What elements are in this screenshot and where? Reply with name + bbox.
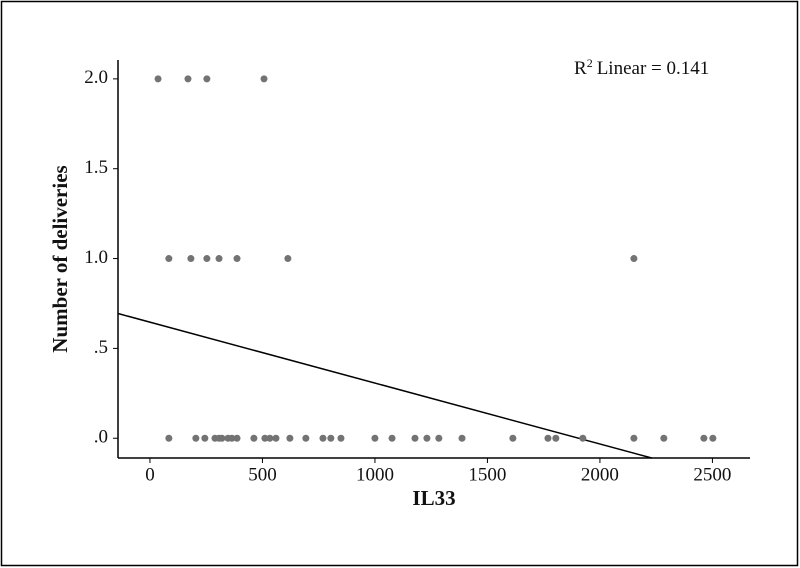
- y-tick-label: 1.5: [84, 157, 108, 178]
- point: [260, 75, 268, 83]
- point: [423, 434, 431, 442]
- y-axis-title: Number of deliveries: [48, 165, 72, 352]
- point: [552, 434, 560, 442]
- point: [250, 434, 258, 442]
- point: [411, 434, 419, 442]
- annotation: R2 Linear = 0.141: [574, 56, 709, 80]
- point: [201, 434, 209, 442]
- point: [286, 434, 294, 442]
- annotation-text: Linear = 0.141: [597, 58, 710, 79]
- point: [509, 434, 517, 442]
- point: [233, 434, 241, 442]
- fit-line: [117, 312, 652, 459]
- point: [203, 255, 211, 263]
- point: [266, 434, 274, 442]
- point: [203, 75, 211, 83]
- point: [165, 255, 173, 263]
- y-tick-label: 1.0: [84, 247, 108, 268]
- point: [184, 75, 192, 83]
- point: [228, 434, 236, 442]
- x-tick-label: 0: [145, 464, 155, 485]
- y-tick-label: 2.0: [84, 67, 108, 88]
- point: [218, 434, 226, 442]
- point: [215, 255, 223, 263]
- point: [630, 255, 638, 263]
- point: [630, 434, 638, 442]
- point: [302, 434, 310, 442]
- point: [458, 434, 466, 442]
- point: [187, 255, 195, 263]
- point: [233, 255, 241, 263]
- x-tick-label: 2500: [693, 464, 731, 485]
- annotation-superscript: 2: [587, 56, 593, 70]
- x-tick-label: 2000: [581, 464, 619, 485]
- point: [284, 255, 292, 263]
- x-tick-label: 500: [248, 464, 277, 485]
- point: [165, 434, 173, 442]
- point: [579, 434, 587, 442]
- y-tick-label: .5: [94, 337, 108, 358]
- y-tick-label: .0: [94, 427, 108, 448]
- point: [388, 434, 396, 442]
- point: [319, 434, 327, 442]
- point: [272, 434, 280, 442]
- x-tick-label: 1000: [356, 464, 394, 485]
- point: [709, 434, 717, 442]
- point: [660, 434, 668, 442]
- point: [192, 434, 200, 442]
- point: [337, 434, 345, 442]
- x-axis-title: IL33: [412, 486, 455, 510]
- point: [700, 434, 708, 442]
- point: [544, 434, 552, 442]
- point: [327, 434, 335, 442]
- point: [435, 434, 443, 442]
- x-tick-label: 1500: [468, 464, 506, 485]
- point: [261, 434, 269, 442]
- point: [371, 434, 379, 442]
- point: [154, 75, 162, 83]
- annotation-base: R: [574, 58, 587, 79]
